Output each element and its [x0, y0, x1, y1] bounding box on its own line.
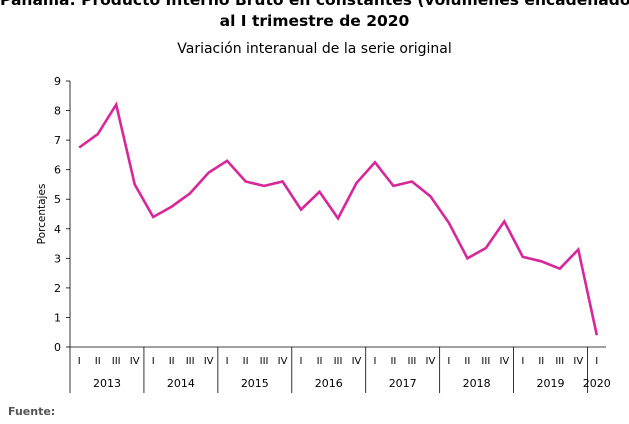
- x-tick-label: III: [481, 356, 490, 367]
- y-tick-label: 5: [54, 193, 61, 206]
- series-line: [78, 101, 599, 336]
- x-tick-label: III: [112, 356, 121, 367]
- y-tick-label: 7: [54, 134, 61, 147]
- x-tick-label: III: [260, 356, 269, 367]
- x-tick-label: II: [538, 356, 544, 367]
- x-tick-label: III: [555, 356, 564, 367]
- x-tick-label: I: [521, 356, 524, 367]
- y-tick-label: 0: [54, 341, 61, 354]
- x-tick-label: I: [300, 356, 303, 367]
- x-tick-label: III: [408, 356, 417, 367]
- chart-title-line2: al I trimestre de 2020: [219, 12, 410, 30]
- x-tick-label: IV: [352, 356, 362, 367]
- x-year-label: 2013: [93, 377, 121, 390]
- x-tick-label: III: [334, 356, 343, 367]
- x-tick-label: I: [447, 356, 450, 367]
- x-tick-label: IV: [130, 356, 140, 367]
- x-tick-label: II: [317, 356, 323, 367]
- y-tick-label: 8: [54, 105, 61, 118]
- x-tick-label: IV: [426, 356, 436, 367]
- x-tick-label: III: [186, 356, 195, 367]
- x-year-label: 2016: [315, 377, 343, 390]
- x-year-label: 2017: [389, 377, 417, 390]
- x-tick-label: I: [373, 356, 376, 367]
- y-tick-label: 2: [54, 282, 61, 295]
- source-label: Fuente:: [8, 405, 56, 418]
- x-tick-label: IV: [499, 356, 509, 367]
- x-tick-label: I: [595, 356, 598, 367]
- x-year-label: 2015: [241, 377, 269, 390]
- x-tick-label: II: [169, 356, 175, 367]
- x-year-label: 2018: [463, 377, 491, 390]
- x-tick-label: I: [152, 356, 155, 367]
- x-year-label: 2014: [167, 377, 195, 390]
- x-tick-label: II: [390, 356, 396, 367]
- y-tick-label: 1: [54, 311, 61, 324]
- x-year-label: 2020: [583, 377, 611, 390]
- x-tick-label: II: [95, 356, 101, 367]
- x-tick-label: II: [464, 356, 470, 367]
- x-tick-label: I: [226, 356, 229, 367]
- x-tick-label: IV: [204, 356, 214, 367]
- chart-title-line1: Panamá: Producto Interno Bruto en consta…: [0, 0, 629, 9]
- x-tick-label: IV: [278, 356, 288, 367]
- y-axis-label: Porcentajes: [36, 184, 48, 245]
- y-tick-label: 6: [54, 164, 61, 177]
- y-tick-label: 3: [54, 252, 61, 265]
- x-tick-label: IV: [573, 356, 583, 367]
- x-year-label: 2019: [537, 377, 565, 390]
- chart-subtitle: Variación interanual de la serie origina…: [177, 41, 452, 57]
- x-tick-label: I: [78, 356, 81, 367]
- y-tick-label: 4: [54, 223, 61, 236]
- x-tick-label: II: [243, 356, 249, 367]
- y-tick-label: 9: [54, 75, 61, 88]
